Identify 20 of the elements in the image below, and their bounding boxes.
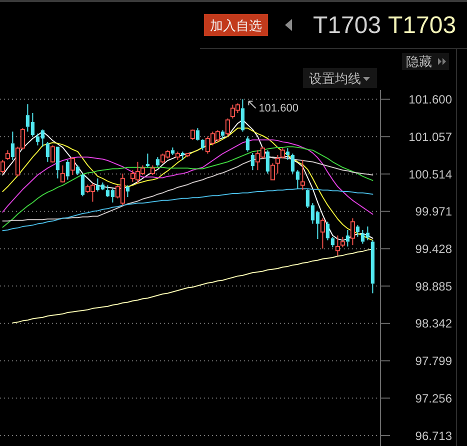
text: 设置均线 [309,71,361,86]
y-tick-label: 98.885 [415,279,452,294]
y-tick-label: 96.713 [415,428,452,443]
y-tick-label: 97.256 [415,391,452,406]
line-series [2,188,374,232]
chart-title: T1703 [313,12,382,39]
line-series [2,146,374,228]
y-tick-label: 100.514 [408,167,452,182]
text: 隐藏 [406,54,432,69]
y-tick-label: 101.600 [408,92,452,107]
y-tick-label: 101.057 [408,130,452,144]
annotation: 101.600 [258,102,298,114]
y-tick-label: 98.342 [415,316,452,331]
y-tick-label: 99.971 [415,204,452,219]
y-tick-label: 99.428 [415,242,452,256]
chart-subtitle: T1703 [388,12,456,39]
text: 加入自选 [210,18,262,33]
y-tick-label: 97.799 [415,354,452,368]
line-series [12,248,374,324]
line-series [2,139,374,215]
